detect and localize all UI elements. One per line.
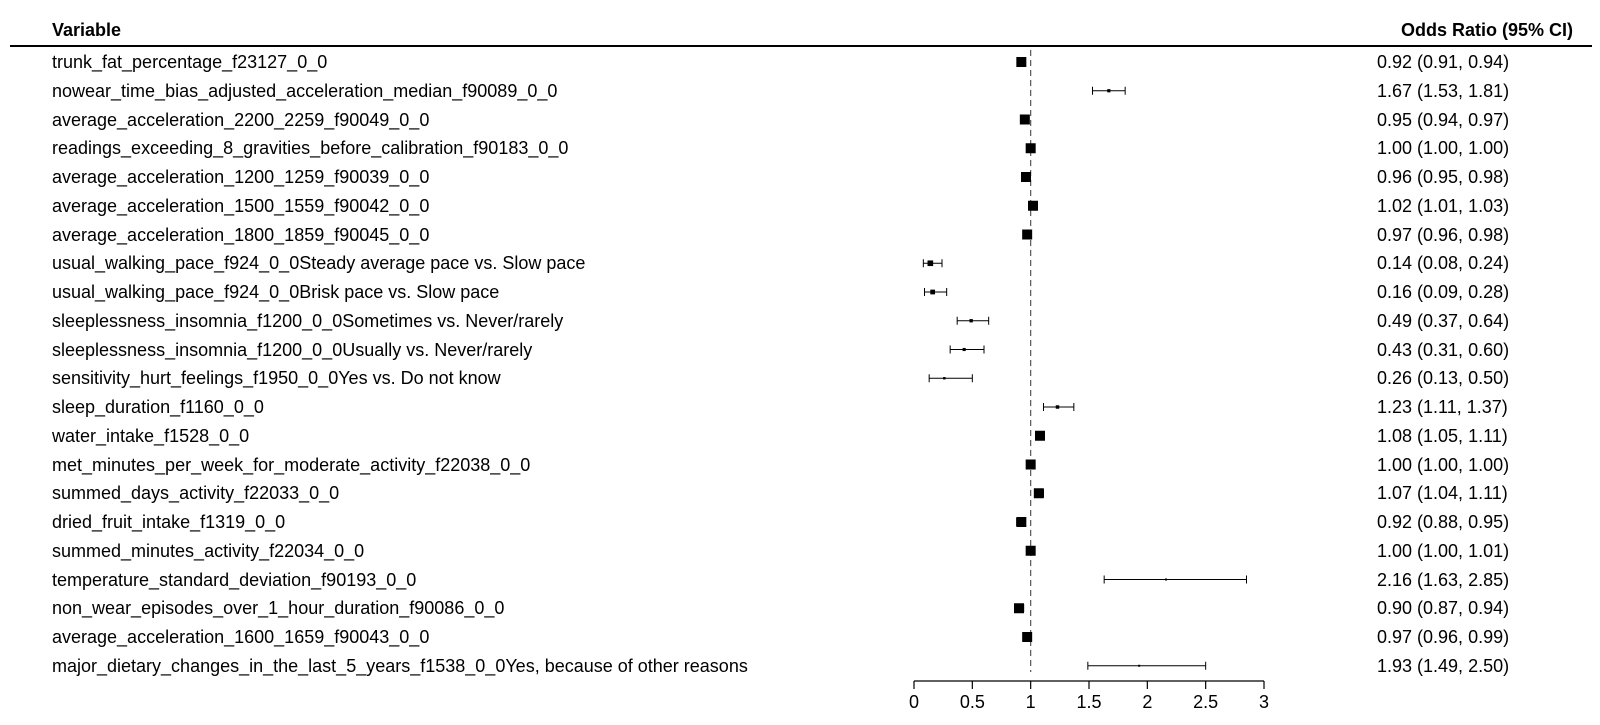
point-estimate xyxy=(1022,632,1033,642)
variable-label: readings_exceeding_8_gravities_before_ca… xyxy=(52,138,569,159)
odds-ratio-ci-text: 0.97 (0.96, 0.99) xyxy=(1377,627,1510,647)
x-tick-label: 1.5 xyxy=(1076,692,1101,712)
odds-ratio-ci-text: 0.97 (0.96, 0.98) xyxy=(1377,224,1510,245)
point-estimate xyxy=(962,347,966,352)
variable-label: average_acceleration_1800_1859_f90045_0_… xyxy=(52,224,430,245)
point-estimate xyxy=(1138,664,1141,667)
variable-label: non_wear_episodes_over_1_hour_duration_f… xyxy=(52,598,505,619)
point-estimate xyxy=(1165,578,1167,581)
odds-ratio-ci-text: 2.16 (1.63, 2.85) xyxy=(1377,569,1510,590)
point-estimate xyxy=(1016,517,1027,527)
variable-label: nowear_time_bias_adjusted_acceleration_m… xyxy=(52,80,558,101)
variable-label: dried_fruit_intake_f1319_0_0 xyxy=(52,512,286,532)
variable-label: major_dietary_changes_in_the_last_5_year… xyxy=(52,655,748,676)
point-estimate xyxy=(930,289,936,295)
odds-ratio-ci-text: 1.00 (1.00, 1.00) xyxy=(1377,138,1510,159)
odds-ratio-ci-text: 1.00 (1.00, 1.00) xyxy=(1377,454,1510,475)
point-estimate xyxy=(1035,430,1045,441)
point-estimate xyxy=(969,319,973,323)
variable-label: average_acceleration_2200_2259_f90049_0_… xyxy=(52,109,430,130)
variable-label: met_minutes_per_week_for_moderate_activi… xyxy=(52,454,531,475)
odds-ratio-ci-text: 1.67 (1.53, 1.81) xyxy=(1377,80,1510,101)
variable-label: sleeplessness_insomnia_f1200_0_0Sometime… xyxy=(52,310,564,331)
variable-label: usual_walking_pace_f924_0_0Brisk pace vs… xyxy=(52,282,500,302)
point-estimate xyxy=(1019,114,1030,125)
header-rule xyxy=(10,45,1592,47)
point-estimate xyxy=(1022,229,1033,240)
point-estimate xyxy=(1021,172,1031,182)
odds-ratio-ci-text: 0.95 (0.94, 0.97) xyxy=(1377,109,1510,130)
variable-label: water_intake_f1528_0_0 xyxy=(52,425,250,446)
odds-ratio-ci-text: 0.16 (0.09, 0.28) xyxy=(1377,282,1510,302)
point-estimate xyxy=(943,377,946,380)
odds-ratio-ci-text: 0.49 (0.37, 0.64) xyxy=(1377,310,1510,331)
x-tick-label: 0 xyxy=(909,692,919,712)
odds-ratio-ci-text: 0.92 (0.88, 0.95) xyxy=(1377,512,1510,532)
variable-label: sensitivity_hurt_feelings_f1950_0_0Yes v… xyxy=(52,368,501,389)
odds-ratio-ci-text: 0.96 (0.95, 0.98) xyxy=(1377,167,1510,187)
odds-ratio-ci-text: 1.00 (1.00, 1.01) xyxy=(1377,540,1510,561)
x-tick-label: 1 xyxy=(1026,692,1036,712)
variable-label: sleep_duration_f1160_0_0 xyxy=(52,397,264,417)
variable-label: summed_days_activity_f22033_0_0 xyxy=(52,483,340,504)
odds-ratio-column-header: Odds Ratio (95% CI) xyxy=(1400,20,1573,40)
odds-ratio-ci-text: 1.07 (1.04, 1.11) xyxy=(1377,483,1508,504)
variable-label: summed_minutes_activity_f22034_0_0 xyxy=(52,540,365,561)
point-estimate xyxy=(1028,200,1038,211)
odds-ratio-ci-text: 1.02 (1.01, 1.03) xyxy=(1377,195,1510,216)
point-estimate xyxy=(1016,57,1027,67)
point-estimate xyxy=(1033,488,1044,499)
odds-ratio-ci-text: 1.08 (1.05, 1.11) xyxy=(1377,425,1508,446)
variable-label: average_acceleration_1600_1659_f90043_0_… xyxy=(52,627,430,647)
variable-label: temperature_standard_deviation_f90193_0_… xyxy=(52,569,417,590)
x-tick-label: 2.5 xyxy=(1193,692,1218,712)
odds-ratio-ci-text: 0.90 (0.87, 0.94) xyxy=(1377,598,1510,619)
variable-label: average_acceleration_1200_1259_f90039_0_… xyxy=(52,167,430,187)
odds-ratio-ci-text: 1.23 (1.11, 1.37) xyxy=(1377,397,1508,417)
variable-label: sleeplessness_insomnia_f1200_0_0Usually … xyxy=(52,339,533,360)
x-tick-label: 0.5 xyxy=(960,692,985,712)
odds-ratio-ci-text: 1.93 (1.49, 2.50) xyxy=(1377,655,1510,676)
point-estimate xyxy=(1055,405,1060,409)
variable-column-header: Variable xyxy=(52,20,122,40)
variable-label: trunk_fat_percentage_f23127_0_0 xyxy=(52,52,328,72)
x-tick-label: 2 xyxy=(1142,692,1152,712)
odds-ratio-ci-text: 0.14 (0.08, 0.24) xyxy=(1377,253,1510,274)
point-estimate xyxy=(1107,89,1111,93)
odds-ratio-ci-text: 0.26 (0.13, 0.50) xyxy=(1377,368,1510,389)
variable-label: average_acceleration_1500_1559_f90042_0_… xyxy=(52,195,430,216)
point-estimate xyxy=(1025,459,1036,470)
odds-ratio-ci-text: 0.92 (0.91, 0.94) xyxy=(1377,52,1510,72)
point-estimate xyxy=(1025,143,1036,154)
point-estimate xyxy=(1014,603,1024,614)
odds-ratio-ci-text: 0.43 (0.31, 0.60) xyxy=(1377,339,1510,360)
point-estimate xyxy=(1025,545,1036,556)
variable-label: usual_walking_pace_f924_0_0Steady averag… xyxy=(52,253,586,274)
x-tick-label: 3 xyxy=(1259,692,1269,712)
point-estimate xyxy=(927,260,934,267)
